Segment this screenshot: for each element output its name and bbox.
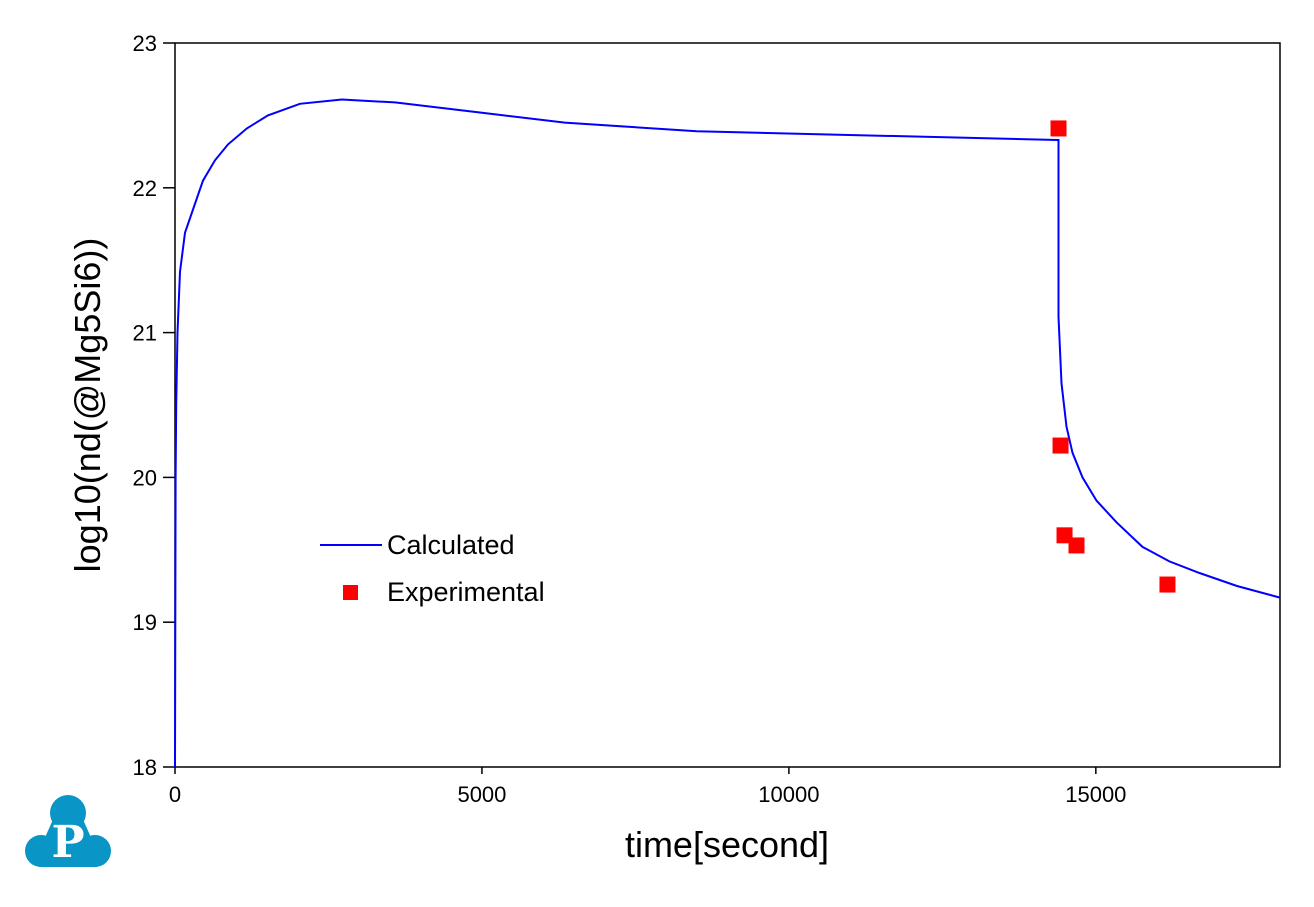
legend-label-experimental: Experimental xyxy=(387,577,545,607)
x-axis-title: time[second] xyxy=(625,824,829,865)
y-tick-label: 18 xyxy=(133,755,157,780)
data-point-experimental xyxy=(1052,437,1069,454)
series-line-calculated xyxy=(174,98,1281,768)
legend-marker-experimental xyxy=(343,585,358,600)
y-tick-label: 19 xyxy=(133,610,157,635)
series-group xyxy=(174,98,1281,768)
x-tick-label: 15000 xyxy=(1065,782,1126,807)
y-tick-label: 22 xyxy=(133,176,157,201)
data-point-experimental xyxy=(1050,120,1067,137)
y-tick-label: 20 xyxy=(133,465,157,490)
svg-text:P: P xyxy=(51,817,84,868)
y-tick-label: 23 xyxy=(133,31,157,56)
axes: 0 5000 10000 15000 18 19 20 21 22 23 xyxy=(133,31,1281,807)
y-axis-title: log10(nd(@Mg5Si6)) xyxy=(67,238,108,573)
logo: P xyxy=(25,795,111,868)
legend: Calculated Experimental xyxy=(320,530,545,607)
data-point-experimental xyxy=(1068,537,1085,554)
data-point-experimental xyxy=(1159,576,1176,593)
plot-frame xyxy=(174,42,1281,768)
x-tick-label: 0 xyxy=(169,782,181,807)
legend-label-calculated: Calculated xyxy=(387,530,515,560)
y-tick-label: 21 xyxy=(133,321,157,346)
x-tick-label: 10000 xyxy=(758,782,819,807)
x-tick-label: 5000 xyxy=(457,782,506,807)
